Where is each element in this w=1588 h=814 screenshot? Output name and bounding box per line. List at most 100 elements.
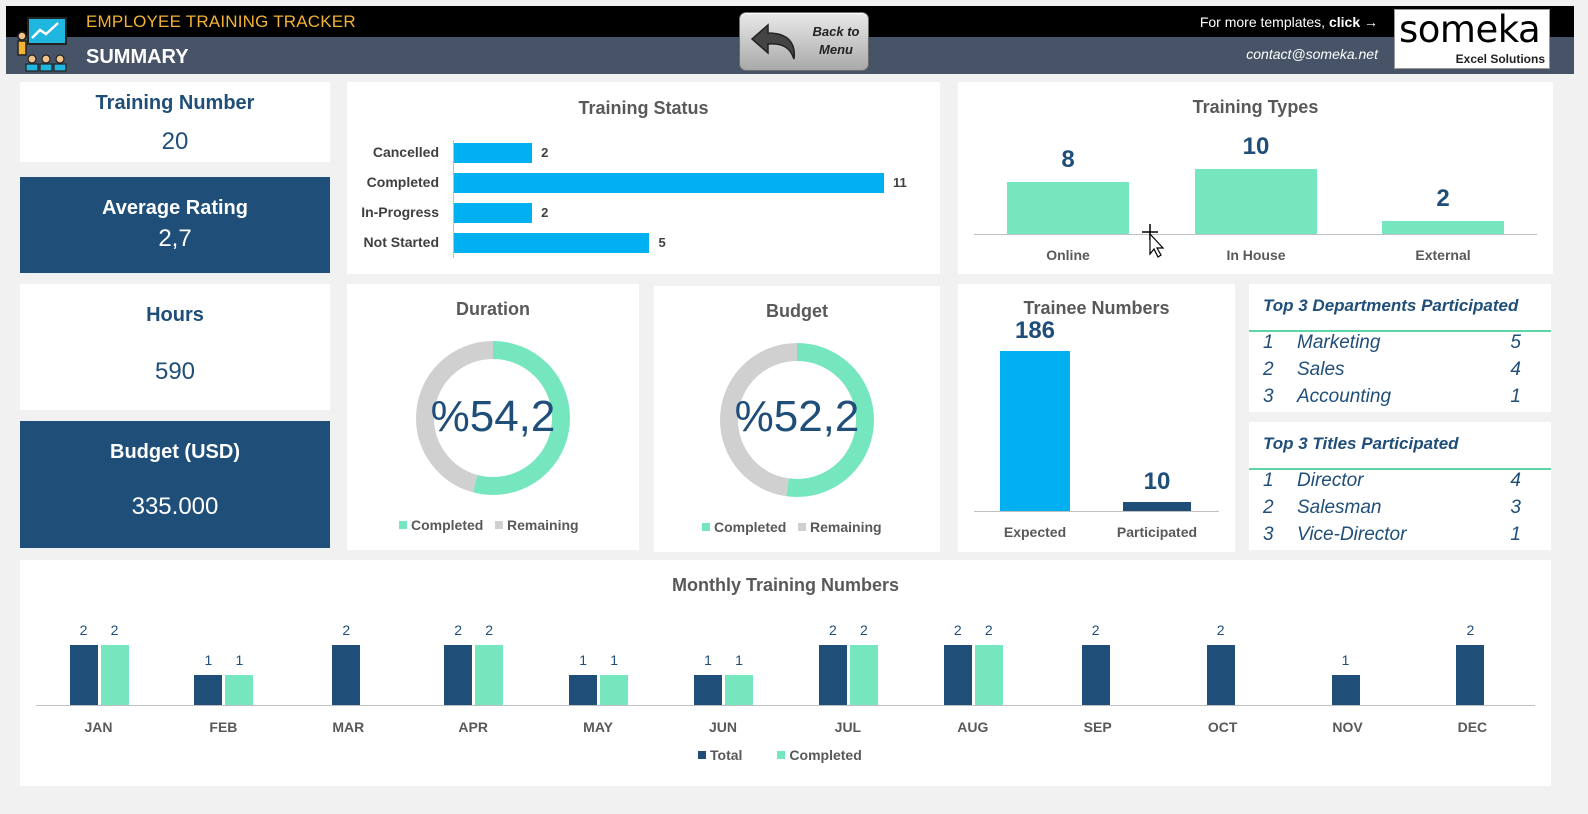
bar [225, 675, 254, 705]
someka-logo[interactable]: someka Excel Solutions [1394, 8, 1550, 69]
donut-center-label: %52,2 [734, 392, 860, 441]
department-name: Accounting [1297, 386, 1392, 407]
more-templates-text: For more templates, click → [1200, 14, 1378, 30]
budget-chart: Budget %52,2 Completed Remaining [654, 286, 940, 552]
app-title: EMPLOYEE TRAINING TRACKER [86, 12, 356, 31]
rank: 1 [1263, 470, 1274, 491]
bar-category-label: JUN [708, 719, 737, 735]
bar-category-label: JUL [834, 719, 862, 735]
x-axis-line [974, 234, 1537, 235]
bar [454, 203, 533, 223]
duration-chart: Duration %54,2 Completed Remaining [347, 284, 639, 550]
count: 5 [1510, 332, 1521, 353]
rank: 1 [1263, 332, 1274, 353]
bar-category-label: FEB [209, 719, 238, 735]
y-axis-line [453, 140, 454, 258]
bar-category-label: DEC [1457, 719, 1488, 735]
top-titles-title: Top 3 Titles Participated [1263, 434, 1459, 453]
kpi-label: Training Number [95, 92, 255, 114]
bar [1382, 221, 1504, 234]
contact-email[interactable]: contact@someka.net [1246, 46, 1378, 62]
training-presentation-icon [17, 17, 67, 72]
bar [849, 645, 878, 705]
bar [943, 645, 972, 705]
chart-title: Trainee Numbers [1023, 298, 1170, 318]
kpi-average-rating: Average Rating 2,7 [20, 177, 330, 273]
bar-value-label: 1 [579, 652, 587, 668]
department-name: Marketing [1297, 332, 1381, 353]
legend-swatch [495, 521, 504, 529]
bar [974, 645, 1003, 705]
count: 3 [1510, 497, 1521, 518]
bar [454, 233, 650, 253]
donut-slice-remaining [720, 343, 874, 497]
training-status-chart: Training Status Cancelled 2 Completed 11 In-… [347, 82, 940, 274]
bar-category-label: Participated [1116, 524, 1198, 540]
undo-arrow-icon [750, 23, 796, 60]
mouse-cursor-icon [1142, 224, 1165, 258]
chart-legend: Total Completed [698, 747, 862, 763]
more-templates-link[interactable]: click → [1328, 14, 1378, 30]
bar-value-label: 2 [485, 622, 494, 638]
bar-value-label: 2 [828, 622, 837, 638]
header-bar: EMPLOYEE TRAINING TRACKER SUMMARY Back t… [6, 6, 1574, 74]
bar-value-label: 1 [610, 652, 618, 668]
top-titles-panel: Top 3 Titles Participated 1 Director 4 2… [1249, 422, 1551, 550]
legend-swatch [798, 523, 807, 531]
bar-category-label: JAN [84, 719, 113, 735]
bar-value-label: 8 [1061, 146, 1075, 173]
title-name: Salesman [1297, 497, 1382, 518]
bar [475, 645, 504, 705]
bar-category-label: External [1415, 247, 1471, 263]
list-item: 2 Salesman 3 [1249, 497, 1551, 524]
bar [725, 675, 753, 705]
list-item: 1 Marketing 5 [1249, 332, 1551, 359]
legend-swatch [702, 523, 710, 531]
bar-value-label: 1 [735, 652, 743, 668]
bar-value-label: 11 [893, 175, 907, 190]
trainee-numbers-chart: Trainee Numbers 186 Expected 10 Participate… [958, 284, 1235, 552]
title-name: Vice-Director [1297, 524, 1407, 545]
bar [454, 143, 533, 163]
bar-value-label: 10 [1242, 133, 1270, 160]
top-departments-title: Top 3 Departments Participated [1263, 296, 1519, 315]
bar-category-label: MAR [332, 719, 365, 735]
kpi-budget: Budget (USD) 335.000 [20, 421, 330, 548]
page-title: SUMMARY [86, 46, 189, 68]
bar-category-label: Completed [366, 174, 439, 190]
bar-category-label: OCT [1207, 719, 1238, 735]
bar [1195, 169, 1317, 234]
legend-label: Total [710, 747, 743, 763]
bar-value-label: 2 [859, 622, 868, 638]
bar-value-label: 2 [1436, 185, 1450, 212]
count: 4 [1510, 359, 1521, 380]
bar [694, 675, 722, 705]
bar-value-label: 2 [454, 622, 463, 638]
kpi-hours: Hours 590 [20, 284, 330, 410]
bar-value-label: 2 [342, 622, 351, 638]
back-to-menu-button[interactable]: Back to Menu [739, 12, 869, 71]
bar [569, 675, 598, 705]
count: 4 [1510, 470, 1521, 491]
bar-value-label: 1 [704, 652, 712, 668]
kpi-training-number: Training Number 20 [20, 82, 330, 162]
legend-swatch [777, 751, 786, 759]
legend-label: Completed [789, 747, 862, 763]
list-item: 1 Director 4 [1249, 470, 1551, 497]
title-underline [1249, 468, 1551, 470]
bar [1081, 645, 1110, 705]
bar-value-label: 186 [1014, 317, 1056, 344]
x-axis-line [36, 705, 1535, 706]
title-underline [1249, 330, 1551, 332]
bar-value-label: 1 [235, 652, 244, 668]
list-item: 2 Sales 4 [1249, 359, 1551, 386]
count: 1 [1510, 386, 1521, 407]
bar [1206, 645, 1235, 705]
duration-donut [416, 341, 570, 495]
legend-label: Completed [714, 519, 787, 535]
legend-swatch [698, 751, 706, 759]
bar-category-label: AUG [957, 719, 989, 735]
rank: 3 [1263, 524, 1274, 545]
x-axis-line [974, 511, 1219, 512]
chart-title: Training Status [578, 98, 709, 118]
